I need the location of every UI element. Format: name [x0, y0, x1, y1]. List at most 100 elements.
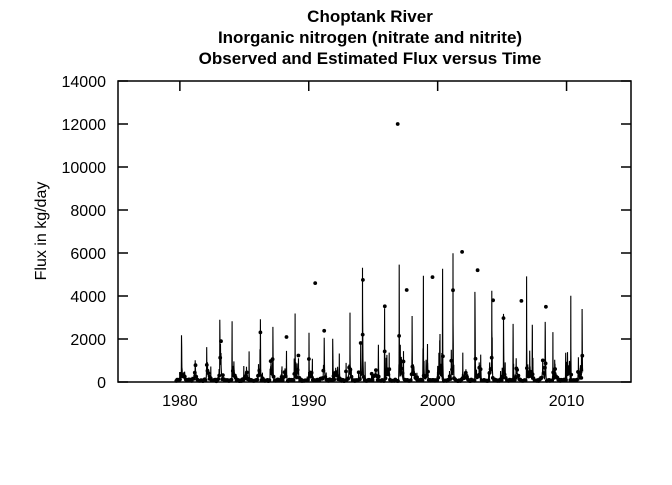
observed-flux-point — [382, 304, 387, 309]
observed-flux-point — [578, 372, 582, 377]
observed-flux-point — [489, 355, 494, 360]
observed-flux-point — [415, 375, 419, 380]
observed-flux-point — [306, 378, 310, 382]
y-axis-label: Flux in kg/day — [33, 182, 50, 281]
observed-flux-point — [361, 375, 366, 379]
plot-layer: 1980 1990 2000 2010 0 2000 4000 6000 8000 10000 12… — [62, 74, 632, 410]
observed-flux-point — [255, 377, 260, 382]
observed-flux-point — [334, 370, 339, 375]
chart-title-line-3: Observed and Estimated Flux versus Time — [199, 49, 542, 68]
observed-flux-point — [430, 275, 435, 279]
observed-flux-point — [271, 374, 276, 379]
y-tick-label: 10000 — [62, 160, 107, 177]
observed-flux-point — [539, 375, 544, 380]
observed-flux-point — [182, 374, 187, 379]
observed-flux-point — [229, 377, 234, 382]
observed-flux-point — [358, 377, 362, 382]
observed-flux-point — [219, 339, 223, 344]
observed-flux-point — [401, 359, 406, 364]
observed-flux-point — [553, 367, 557, 371]
y-tick-label: 0 — [97, 375, 106, 392]
observed-flux-point — [463, 370, 468, 375]
observed-flux-point — [565, 372, 570, 377]
observed-flux-point — [525, 366, 529, 370]
plot-border — [117, 80, 632, 383]
observed-flux-point — [387, 367, 392, 372]
observed-flux-point — [488, 367, 493, 372]
observed-flux-point — [257, 368, 262, 373]
observed-flux-point — [399, 366, 404, 371]
observed-flux-point — [217, 373, 222, 378]
observed-flux-point — [516, 373, 521, 378]
y-tick-label: 12000 — [62, 117, 107, 134]
observed-flux-point — [579, 376, 584, 380]
observed-flux-point — [256, 373, 260, 378]
observed-flux-point — [230, 369, 235, 373]
observed-flux-point — [564, 378, 568, 382]
y-tick-label: 6000 — [70, 246, 106, 263]
observed-flux-point — [502, 372, 507, 377]
observed-flux-point — [519, 299, 524, 303]
observed-flux-point — [270, 357, 275, 362]
observed-flux-point — [358, 341, 363, 345]
observed-flux-point — [569, 372, 574, 377]
observed-flux-point — [218, 355, 223, 360]
observed-flux-point — [308, 374, 313, 379]
observed-flux-point — [309, 370, 314, 375]
observed-flux-point — [476, 374, 481, 379]
observed-flux-point — [487, 371, 492, 375]
observed-flux-point — [412, 372, 417, 377]
observed-flux-point — [386, 372, 391, 377]
observed-flux-point — [473, 356, 478, 361]
observed-flux-point — [513, 375, 518, 380]
observed-flux-point — [472, 378, 477, 383]
observed-flux-point — [283, 374, 288, 379]
observed-flux-point — [280, 378, 285, 382]
observed-flux-point — [408, 378, 413, 383]
observed-flux-point — [244, 370, 249, 375]
observed-flux-point — [335, 373, 339, 378]
observed-flux-point — [296, 353, 301, 358]
observed-flux-point — [348, 367, 353, 372]
observed-flux-point — [294, 375, 299, 380]
observed-flux-point — [206, 371, 211, 376]
observed-flux-point — [580, 353, 585, 358]
y-tick-label: 14000 — [62, 74, 107, 91]
observed-flux-point — [397, 334, 401, 338]
observed-flux-point — [332, 377, 337, 382]
chart-title-line-2: Inorganic nitrogen (nitrate and nitrite) — [218, 28, 522, 47]
estimated-flux-line — [175, 253, 584, 383]
x-tick-label: 2000 — [420, 393, 456, 410]
observed-flux-point — [360, 332, 365, 337]
observed-flux-point — [284, 335, 289, 339]
x-tick-label: 1990 — [291, 393, 327, 410]
observed-flux-point — [267, 378, 272, 383]
observed-flux-point — [486, 378, 491, 383]
observed-flux-point — [395, 122, 400, 126]
observed-flux-point — [438, 365, 443, 370]
observed-flux-point — [528, 369, 533, 374]
x-tick-label: 2010 — [549, 393, 585, 410]
observed-flux-point — [540, 358, 545, 363]
observed-flux-point — [193, 363, 198, 368]
y-tick-label: 8000 — [70, 203, 106, 220]
observed-flux-point — [331, 374, 336, 378]
observed-flux-point — [269, 371, 274, 376]
observed-flux-point — [359, 371, 364, 376]
observed-flux-point — [436, 375, 441, 380]
observed-flux-point — [192, 370, 197, 375]
chart-title-line-1: Choptank River — [307, 7, 433, 26]
observed-flux-point — [321, 368, 326, 373]
observed-flux-point — [291, 378, 296, 383]
observed-flux-point — [382, 349, 387, 354]
observed-flux-point — [178, 377, 182, 382]
observed-flux-point — [450, 367, 454, 372]
observed-flux-point — [410, 364, 415, 369]
observed-flux-point — [346, 376, 350, 381]
observed-flux-point — [320, 376, 325, 381]
observed-flux-point — [420, 378, 425, 383]
observed-flux-point — [441, 354, 445, 359]
observed-flux-point — [295, 368, 300, 372]
